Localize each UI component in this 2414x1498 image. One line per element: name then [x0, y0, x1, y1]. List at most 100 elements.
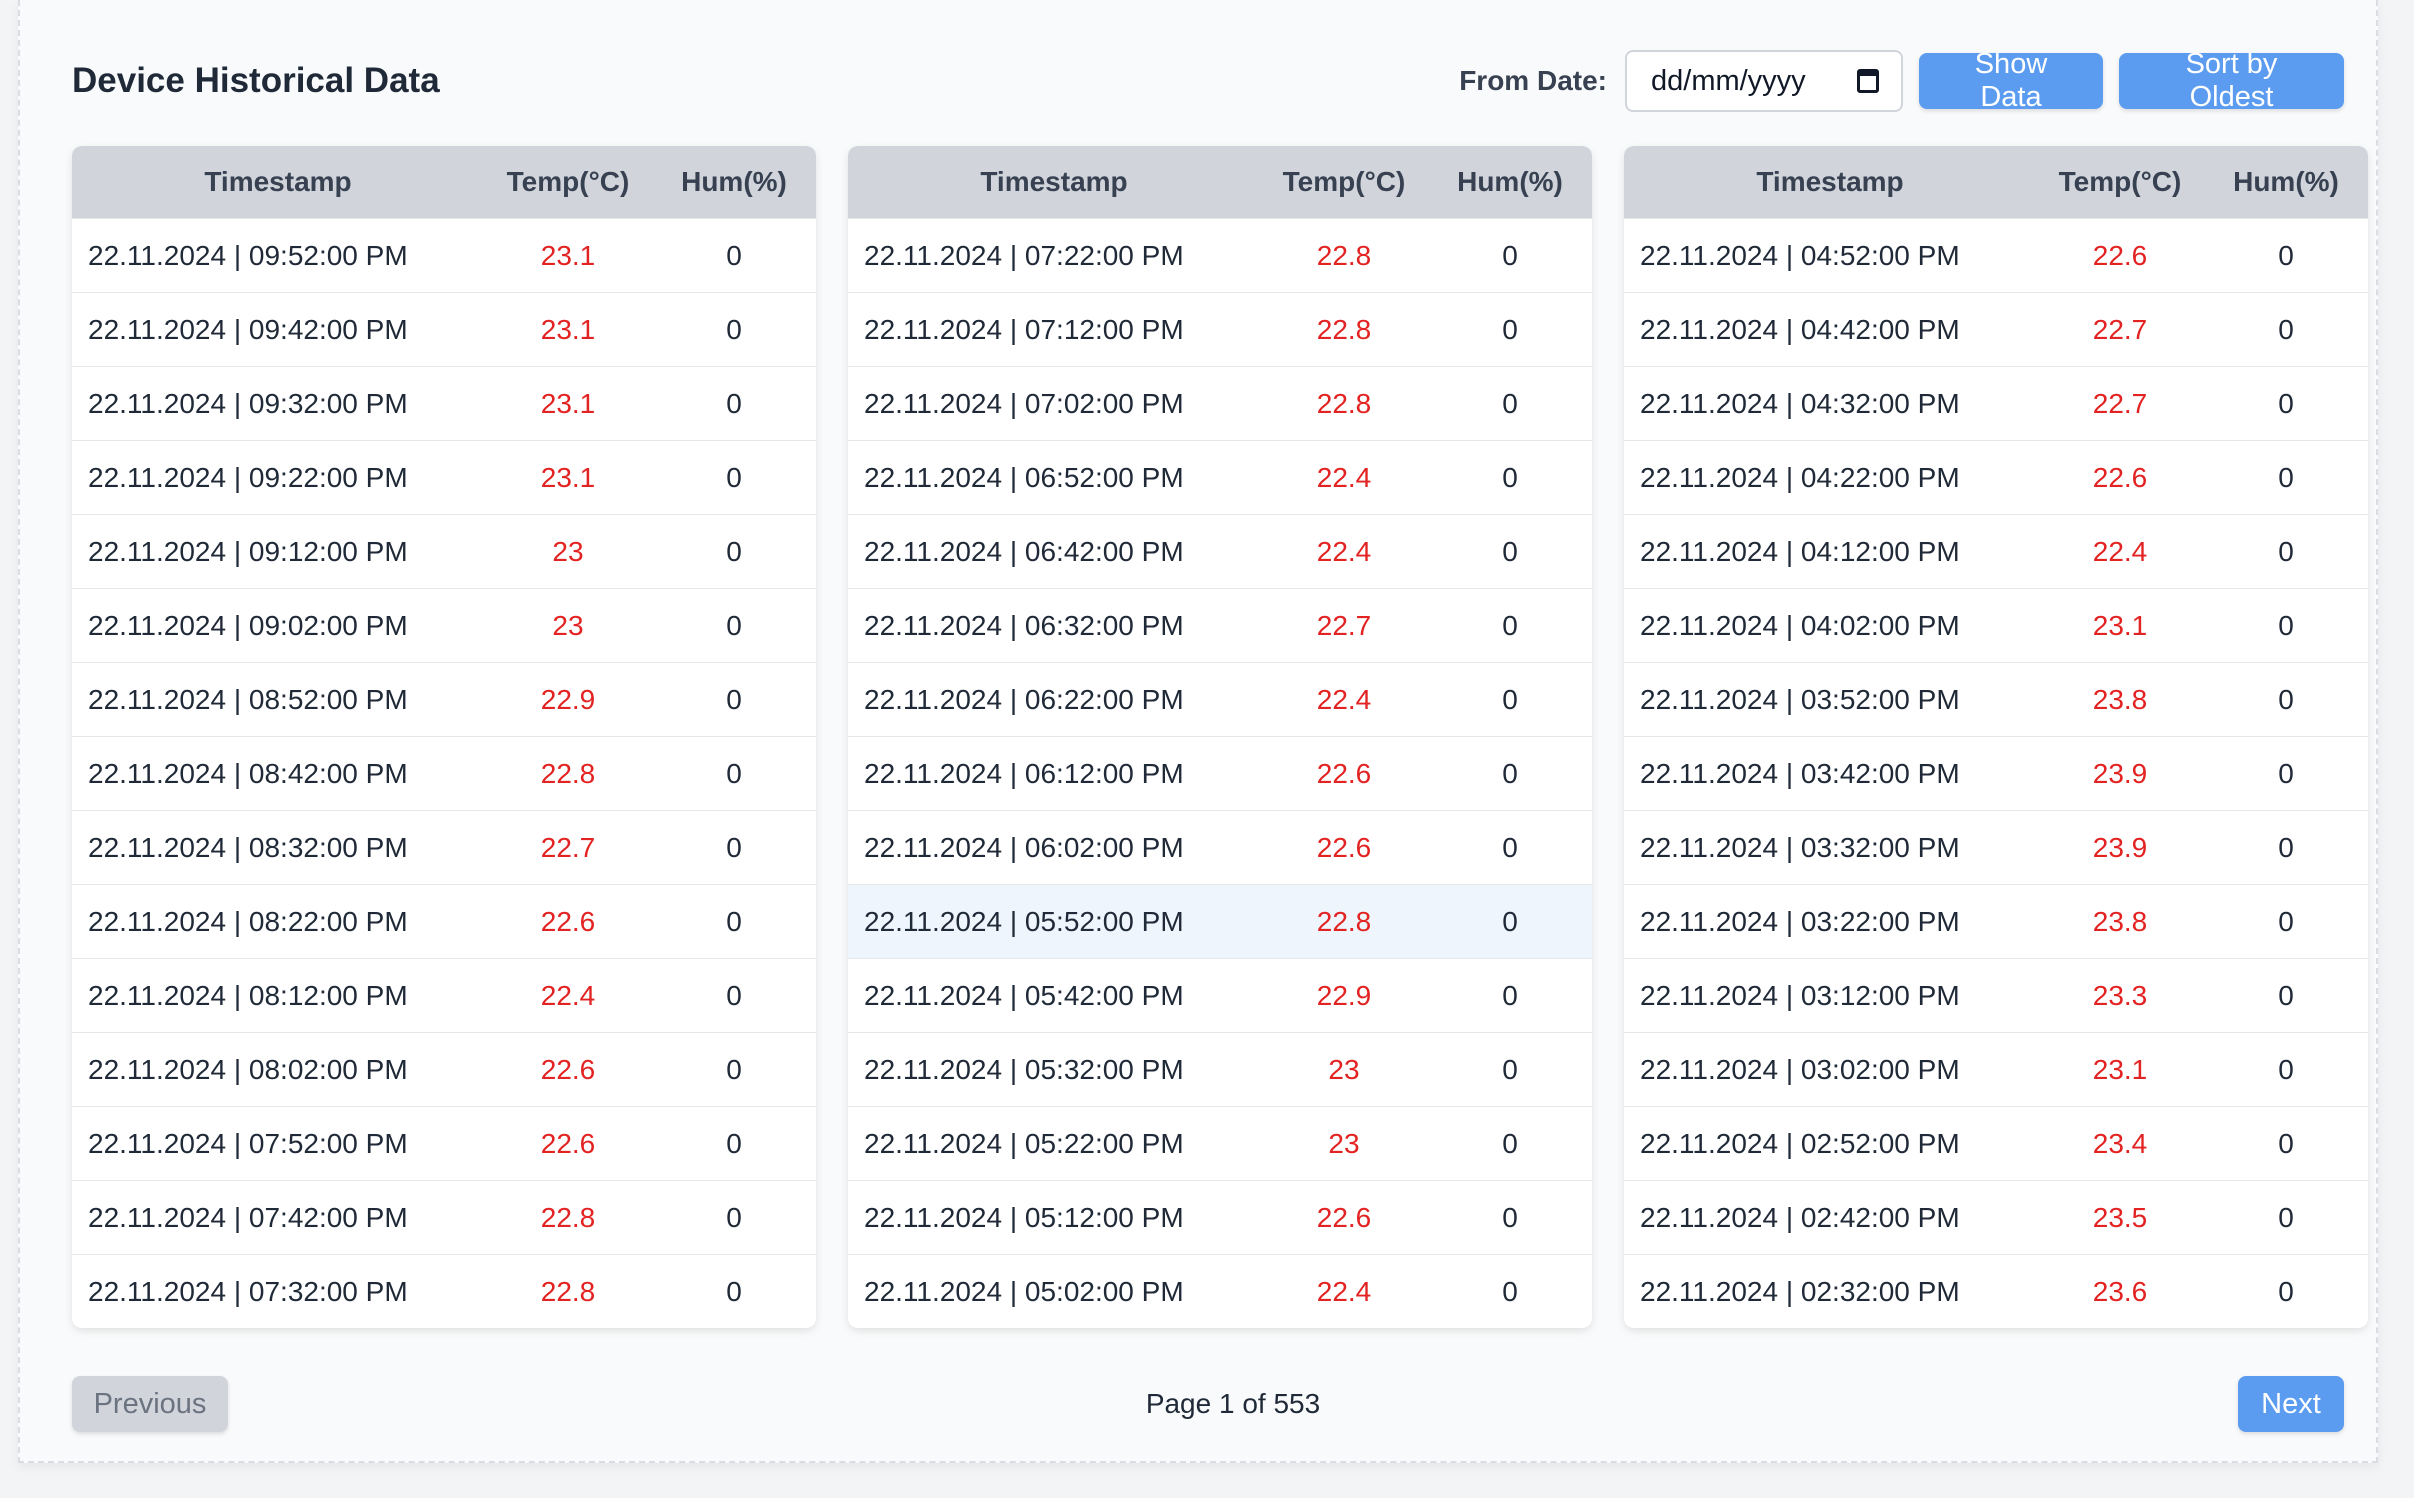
hum-cell: 0 — [652, 1032, 816, 1107]
from-date-input[interactable]: dd/mm/yyyy — [1625, 50, 1903, 112]
hum-cell: 0 — [2204, 218, 2368, 293]
timestamp-cell: 22.11.2024 | 09:42:00 PM — [72, 292, 484, 367]
hum-cell: 0 — [1428, 958, 1592, 1033]
temp-cell: 22.9 — [484, 662, 652, 737]
temp-cell: 22.7 — [2036, 292, 2204, 367]
temp-cell: 23.9 — [2036, 736, 2204, 811]
data-table: Timestamp Temp(°C) Hum(%) 22.11.2024 | 0… — [1624, 146, 2368, 1328]
timestamp-cell: 22.11.2024 | 06:12:00 PM — [848, 736, 1260, 811]
table-row: 22.11.2024 | 02:52:00 PM 23.4 0 — [1624, 1106, 2368, 1181]
sort-by-oldest-button[interactable]: Sort by Oldest — [2119, 48, 2344, 113]
table-row: 22.11.2024 | 09:32:00 PM 23.1 0 — [72, 366, 816, 441]
timestamp-cell: 22.11.2024 | 09:12:00 PM — [72, 514, 484, 589]
timestamp-cell: 22.11.2024 | 07:22:00 PM — [848, 218, 1260, 293]
table-row: 22.11.2024 | 07:52:00 PM 22.6 0 — [72, 1106, 816, 1181]
table-row: 22.11.2024 | 05:22:00 PM 23 0 — [848, 1106, 1592, 1181]
hum-column-header: Hum(%) — [652, 146, 816, 219]
temp-cell: 22.4 — [1260, 514, 1428, 589]
timestamp-cell: 22.11.2024 | 03:12:00 PM — [1624, 958, 2036, 1033]
timestamp-cell: 22.11.2024 | 09:22:00 PM — [72, 440, 484, 515]
hum-cell: 0 — [1428, 736, 1592, 811]
table-row: 22.11.2024 | 03:12:00 PM 23.3 0 — [1624, 958, 2368, 1033]
data-table: Timestamp Temp(°C) Hum(%) 22.11.2024 | 0… — [848, 146, 1592, 1328]
table-row: 22.11.2024 | 06:32:00 PM 22.7 0 — [848, 588, 1592, 663]
timestamp-cell: 22.11.2024 | 06:52:00 PM — [848, 440, 1260, 515]
hum-cell: 0 — [652, 810, 816, 885]
timestamp-cell: 22.11.2024 | 03:42:00 PM — [1624, 736, 2036, 811]
temp-cell: 22.6 — [1260, 1180, 1428, 1255]
data-table-card: Timestamp Temp(°C) Hum(%) 22.11.2024 | 0… — [848, 146, 1592, 1328]
hum-cell: 0 — [1428, 514, 1592, 589]
hum-cell: 0 — [2204, 736, 2368, 811]
hum-cell: 0 — [1428, 662, 1592, 737]
table-row: 22.11.2024 | 02:42:00 PM 23.5 0 — [1624, 1180, 2368, 1255]
temp-cell: 22.4 — [484, 958, 652, 1033]
hum-cell: 0 — [652, 1180, 816, 1255]
temp-cell: 23.1 — [2036, 1032, 2204, 1107]
temp-cell: 22.6 — [484, 1032, 652, 1107]
previous-button[interactable]: Previous — [72, 1376, 228, 1432]
temp-cell: 23.1 — [484, 366, 652, 441]
from-date-label: From Date: — [1459, 65, 1607, 96]
temp-cell: 22.8 — [1260, 366, 1428, 441]
table-row: 22.11.2024 | 03:42:00 PM 23.9 0 — [1624, 736, 2368, 811]
temp-cell: 23 — [484, 588, 652, 663]
table-row: 22.11.2024 | 04:02:00 PM 23.1 0 — [1624, 588, 2368, 663]
calendar-icon[interactable] — [1857, 69, 1879, 93]
temp-cell: 23.1 — [2036, 588, 2204, 663]
temp-column-header: Temp(°C) — [2036, 146, 2204, 219]
hum-cell: 0 — [2204, 958, 2368, 1033]
temp-cell: 22.8 — [1260, 292, 1428, 367]
temp-cell: 22.4 — [1260, 1254, 1428, 1328]
table-row: 22.11.2024 | 08:12:00 PM 22.4 0 — [72, 958, 816, 1033]
hum-cell: 0 — [1428, 884, 1592, 959]
hum-cell: 0 — [1428, 810, 1592, 885]
temp-cell: 22.6 — [2036, 218, 2204, 293]
show-data-button[interactable]: Show Data — [1919, 48, 2103, 113]
timestamp-cell: 22.11.2024 | 03:22:00 PM — [1624, 884, 2036, 959]
hum-cell: 0 — [652, 736, 816, 811]
table-row: 22.11.2024 | 07:22:00 PM 22.8 0 — [848, 218, 1592, 293]
temp-cell: 22.8 — [1260, 884, 1428, 959]
temp-cell: 22.6 — [484, 1106, 652, 1181]
hum-cell: 0 — [2204, 366, 2368, 441]
hum-cell: 0 — [652, 366, 816, 441]
timestamp-cell: 22.11.2024 | 07:12:00 PM — [848, 292, 1260, 367]
timestamp-cell: 22.11.2024 | 09:32:00 PM — [72, 366, 484, 441]
timestamp-cell: 22.11.2024 | 06:42:00 PM — [848, 514, 1260, 589]
hum-cell: 0 — [652, 958, 816, 1033]
timestamp-cell: 22.11.2024 | 08:12:00 PM — [72, 958, 484, 1033]
table-row: 22.11.2024 | 09:12:00 PM 23 0 — [72, 514, 816, 589]
temp-column-header: Temp(°C) — [1260, 146, 1428, 219]
temp-column-header: Temp(°C) — [484, 146, 652, 219]
timestamp-cell: 22.11.2024 | 04:02:00 PM — [1624, 588, 2036, 663]
temp-cell: 22.9 — [1260, 958, 1428, 1033]
table-row: 22.11.2024 | 07:42:00 PM 22.8 0 — [72, 1180, 816, 1255]
timestamp-cell: 22.11.2024 | 03:32:00 PM — [1624, 810, 2036, 885]
timestamp-cell: 22.11.2024 | 02:42:00 PM — [1624, 1180, 2036, 1255]
next-button[interactable]: Next — [2238, 1376, 2344, 1432]
timestamp-cell: 22.11.2024 | 09:52:00 PM — [72, 218, 484, 293]
table-row: 22.11.2024 | 09:02:00 PM 23 0 — [72, 588, 816, 663]
temp-cell: 23.3 — [2036, 958, 2204, 1033]
timestamp-cell: 22.11.2024 | 05:22:00 PM — [848, 1106, 1260, 1181]
hum-cell: 0 — [2204, 292, 2368, 367]
hum-cell: 0 — [1428, 1254, 1592, 1328]
temp-cell: 22.7 — [2036, 366, 2204, 441]
hum-cell: 0 — [1428, 440, 1592, 515]
temp-cell: 22.6 — [1260, 810, 1428, 885]
panel-header: Device Historical Data From Date: dd/mm/… — [72, 48, 2344, 113]
data-table: Timestamp Temp(°C) Hum(%) 22.11.2024 | 0… — [72, 146, 816, 1328]
table-row: 22.11.2024 | 04:12:00 PM 22.4 0 — [1624, 514, 2368, 589]
timestamp-cell: 22.11.2024 | 05:42:00 PM — [848, 958, 1260, 1033]
timestamp-cell: 22.11.2024 | 02:52:00 PM — [1624, 1106, 2036, 1181]
timestamp-column-header: Timestamp — [72, 146, 484, 219]
hum-cell: 0 — [1428, 588, 1592, 663]
hum-cell: 0 — [1428, 366, 1592, 441]
page-title: Device Historical Data — [72, 61, 440, 100]
temp-cell: 23.1 — [484, 292, 652, 367]
timestamp-cell: 22.11.2024 | 08:22:00 PM — [72, 884, 484, 959]
table-row: 22.11.2024 | 09:52:00 PM 23.1 0 — [72, 218, 816, 293]
temp-cell: 23 — [484, 514, 652, 589]
hum-cell: 0 — [2204, 514, 2368, 589]
